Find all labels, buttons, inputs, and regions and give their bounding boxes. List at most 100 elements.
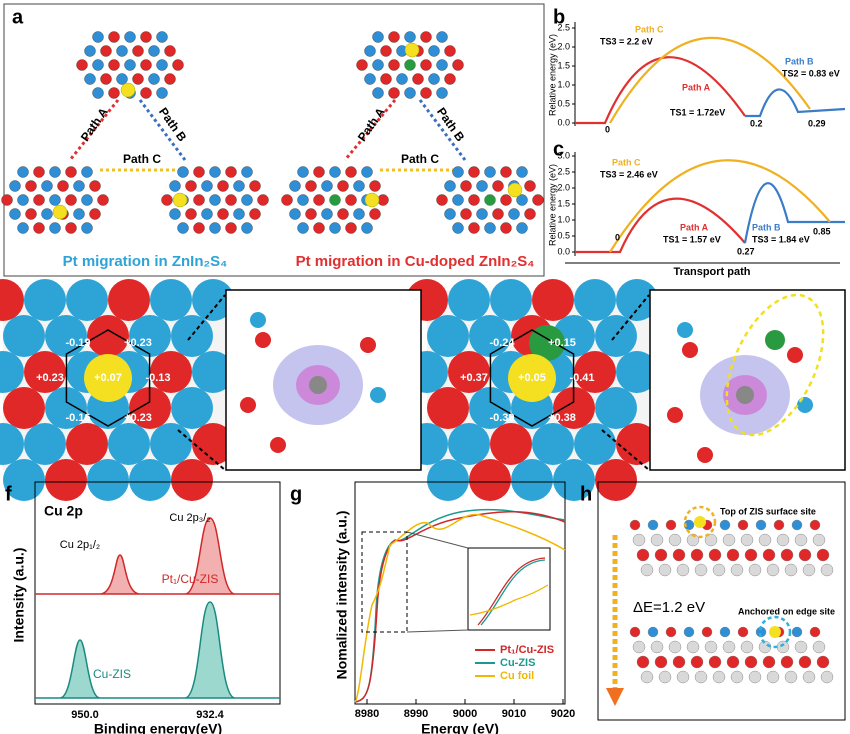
annotation: 0.29 — [808, 118, 826, 128]
atom — [313, 194, 325, 206]
inset-frame — [467, 547, 551, 631]
axis-label: Relative energy (eV) — [547, 164, 557, 246]
pt-atom — [736, 386, 754, 404]
atom — [776, 533, 790, 547]
atom — [0, 279, 24, 321]
atom — [84, 45, 96, 57]
atom-view: -0.19 +0.23 +0.23 +0.07 -0.13 -0.16 +0.23 — [0, 279, 234, 501]
x-tick-label: 9000 — [453, 708, 477, 720]
atom — [629, 519, 641, 531]
atom — [508, 208, 520, 220]
atom — [730, 670, 744, 684]
pt-atom — [404, 42, 420, 58]
atom — [209, 166, 221, 178]
atom — [73, 208, 85, 220]
atom — [177, 166, 189, 178]
atom — [553, 387, 595, 429]
atom — [185, 208, 197, 220]
charge-label: +0.23 — [124, 412, 152, 424]
atom — [270, 437, 286, 453]
atom — [427, 387, 469, 429]
atom — [388, 31, 400, 43]
atom — [209, 194, 221, 206]
atom — [356, 59, 368, 71]
atom — [460, 208, 472, 220]
atom — [370, 387, 386, 403]
atom — [156, 59, 168, 71]
atom — [372, 87, 384, 99]
atom — [97, 194, 109, 206]
atom — [791, 519, 803, 531]
atom — [297, 222, 309, 234]
annotation: ΔE=1.2 eV — [633, 599, 705, 616]
annotation: Path C — [612, 157, 641, 167]
hexagon — [489, 329, 575, 427]
atom — [712, 670, 726, 684]
atom — [484, 222, 496, 234]
atom — [677, 322, 693, 338]
atom — [201, 208, 213, 220]
charge-label: -0.24 — [489, 337, 515, 349]
x-tick-label: 8980 — [355, 708, 379, 720]
atom — [372, 31, 384, 43]
atom — [490, 423, 532, 465]
atom — [516, 166, 528, 178]
atom — [0, 423, 24, 465]
atom — [150, 279, 192, 321]
atom — [694, 670, 708, 684]
atom — [632, 533, 646, 547]
atom — [65, 222, 77, 234]
charge-label: -0.16 — [65, 412, 90, 424]
atom — [3, 387, 45, 429]
atom — [364, 73, 376, 85]
atom — [766, 670, 780, 684]
spectrum — [469, 584, 549, 616]
atom — [380, 73, 392, 85]
atom — [140, 59, 152, 71]
atom — [809, 519, 821, 531]
atom — [225, 222, 237, 234]
annotation: TS3 = 2.2 eV — [600, 36, 653, 46]
atom — [193, 194, 205, 206]
atom — [108, 279, 150, 321]
atom — [148, 45, 160, 57]
atom — [41, 208, 53, 220]
atom — [766, 563, 780, 577]
atom — [809, 626, 821, 638]
legend-entry: Pt₁/Cu-ZIS — [162, 572, 219, 586]
atom — [9, 208, 21, 220]
atom — [654, 655, 668, 669]
panel-frame — [597, 481, 846, 721]
atom — [241, 194, 253, 206]
atom — [65, 166, 77, 178]
atom — [492, 208, 504, 220]
atom — [297, 194, 309, 206]
atom — [353, 208, 365, 220]
atom — [665, 519, 677, 531]
atom — [217, 180, 229, 192]
atom — [345, 166, 357, 178]
atom — [524, 208, 536, 220]
atom — [249, 180, 261, 192]
atom — [305, 180, 317, 192]
atom — [748, 563, 762, 577]
pt-atom — [84, 354, 132, 402]
path-b-curve — [743, 182, 845, 244]
atom — [87, 315, 129, 357]
axis-label: Binding energy(eV) — [94, 721, 222, 734]
atom — [250, 312, 266, 328]
atom — [511, 459, 553, 501]
atom — [201, 180, 213, 192]
atom — [708, 548, 722, 562]
atom — [140, 87, 152, 99]
atom — [209, 222, 221, 234]
plot-frame — [354, 481, 566, 705]
y-tick-label: 0.5 — [557, 230, 570, 240]
annotation: TS3 = 2.46 eV — [600, 169, 658, 179]
atom — [132, 45, 144, 57]
atom — [66, 279, 108, 321]
atom — [329, 166, 341, 178]
caption: Pt migration in Cu-doped ZnIn₂S₄ — [296, 253, 535, 270]
atom — [672, 655, 686, 669]
